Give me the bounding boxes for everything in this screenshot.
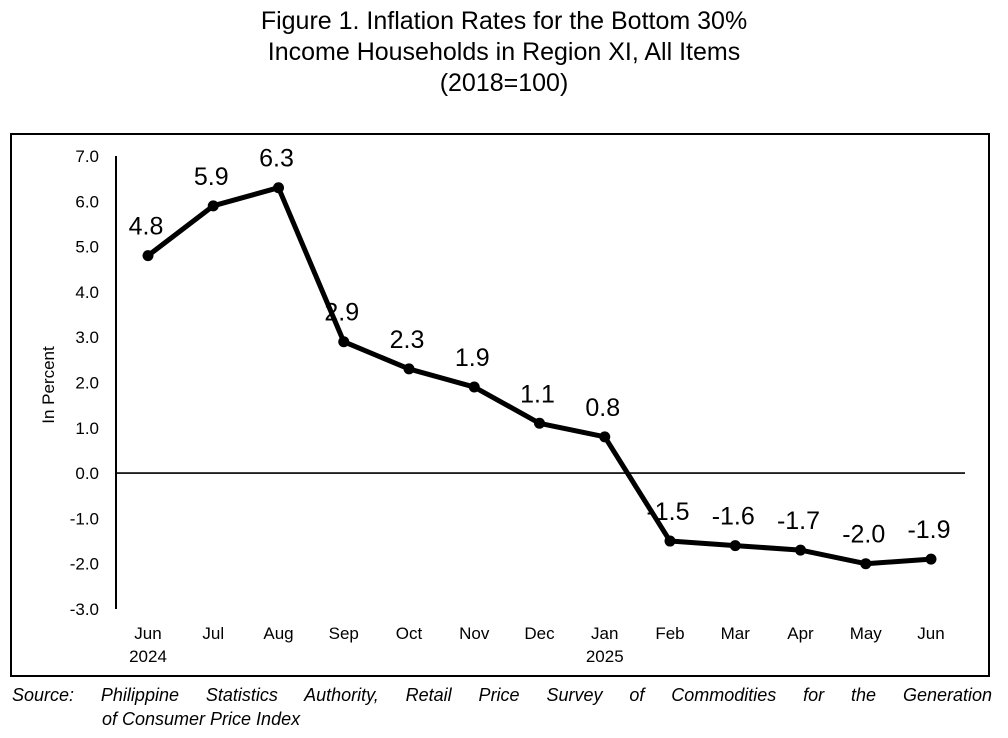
y-tick-label: 6.0 <box>75 192 99 211</box>
chart-title-line-3: (2018=100) <box>439 69 569 97</box>
data-label: 5.9 <box>194 163 229 191</box>
data-point <box>403 363 415 375</box>
source-note: Source: Philippine Statistics Authority,… <box>12 683 992 731</box>
data-point <box>729 540 741 552</box>
data-point <box>273 182 284 194</box>
data-label: -1.6 <box>712 503 755 531</box>
y-tick-label: 2.0 <box>75 374 99 393</box>
data-point <box>795 544 806 556</box>
x-tick-label: Feb <box>655 624 684 643</box>
y-tick-label: -2.0 <box>70 555 99 574</box>
data-label: -1.5 <box>646 498 689 526</box>
data-label: -1.9 <box>907 516 950 544</box>
x-tick-label: Dec <box>524 624 555 643</box>
data-point <box>338 336 350 348</box>
data-point <box>925 553 937 565</box>
data-point <box>534 417 545 429</box>
x-tick-label: Apr <box>787 624 814 643</box>
source-line-1: Source: Philippine Statistics Authority,… <box>12 685 992 705</box>
data-label: 1.1 <box>520 380 555 408</box>
x-tick-label: Sep <box>329 624 359 643</box>
data-point <box>142 250 154 262</box>
y-tick-label: 3.0 <box>75 328 99 347</box>
y-tick-label: 0.0 <box>75 464 99 483</box>
chart-frame <box>10 133 990 677</box>
data-label: -1.7 <box>777 507 820 535</box>
x-tick-label: Nov <box>459 624 490 643</box>
data-point <box>207 200 219 212</box>
data-label: 2.3 <box>390 326 425 354</box>
chart-title: Figure 1. Inflation Rates for the Bottom… <box>0 6 1008 99</box>
x-tick-label: Jul <box>202 624 224 643</box>
y-tick-label: 4.0 <box>75 283 99 302</box>
source-line-2: of Consumer Price Index <box>102 709 301 729</box>
data-point <box>860 558 872 570</box>
y-tick-label: -3.0 <box>70 600 99 619</box>
x-tick-year-label: 2024 <box>129 647 167 666</box>
x-tick-label: Mar <box>721 624 751 643</box>
x-tick-label: Oct <box>396 624 423 643</box>
x-tick-label: May <box>850 624 883 643</box>
data-point <box>468 381 480 393</box>
x-tick-label: Jun <box>917 624 944 643</box>
x-tick-label: Jun <box>134 624 161 643</box>
x-tick-label: Jan <box>591 624 618 643</box>
data-point <box>599 431 611 443</box>
data-label: 6.3 <box>259 145 294 173</box>
y-tick-label: 5.0 <box>75 238 99 257</box>
x-tick-label: Aug <box>263 624 293 643</box>
data-point <box>664 535 676 547</box>
data-label: -2.0 <box>842 521 885 549</box>
y-tick-label: 7.0 <box>75 147 99 166</box>
chart-title-line-1: Figure 1. Inflation Rates for the Bottom… <box>260 7 748 35</box>
chart-title-line-2: Income Households in Region XI, All Item… <box>267 38 741 66</box>
data-label: 4.8 <box>129 213 164 241</box>
data-label: 0.8 <box>585 394 620 422</box>
data-label: 1.9 <box>455 344 490 372</box>
y-axis-label: In Percent <box>39 346 58 424</box>
data-label: 2.9 <box>324 299 359 327</box>
y-tick-label: -1.0 <box>70 509 99 528</box>
y-tick-label: 1.0 <box>75 419 99 438</box>
x-tick-year-label: 2025 <box>586 647 624 666</box>
